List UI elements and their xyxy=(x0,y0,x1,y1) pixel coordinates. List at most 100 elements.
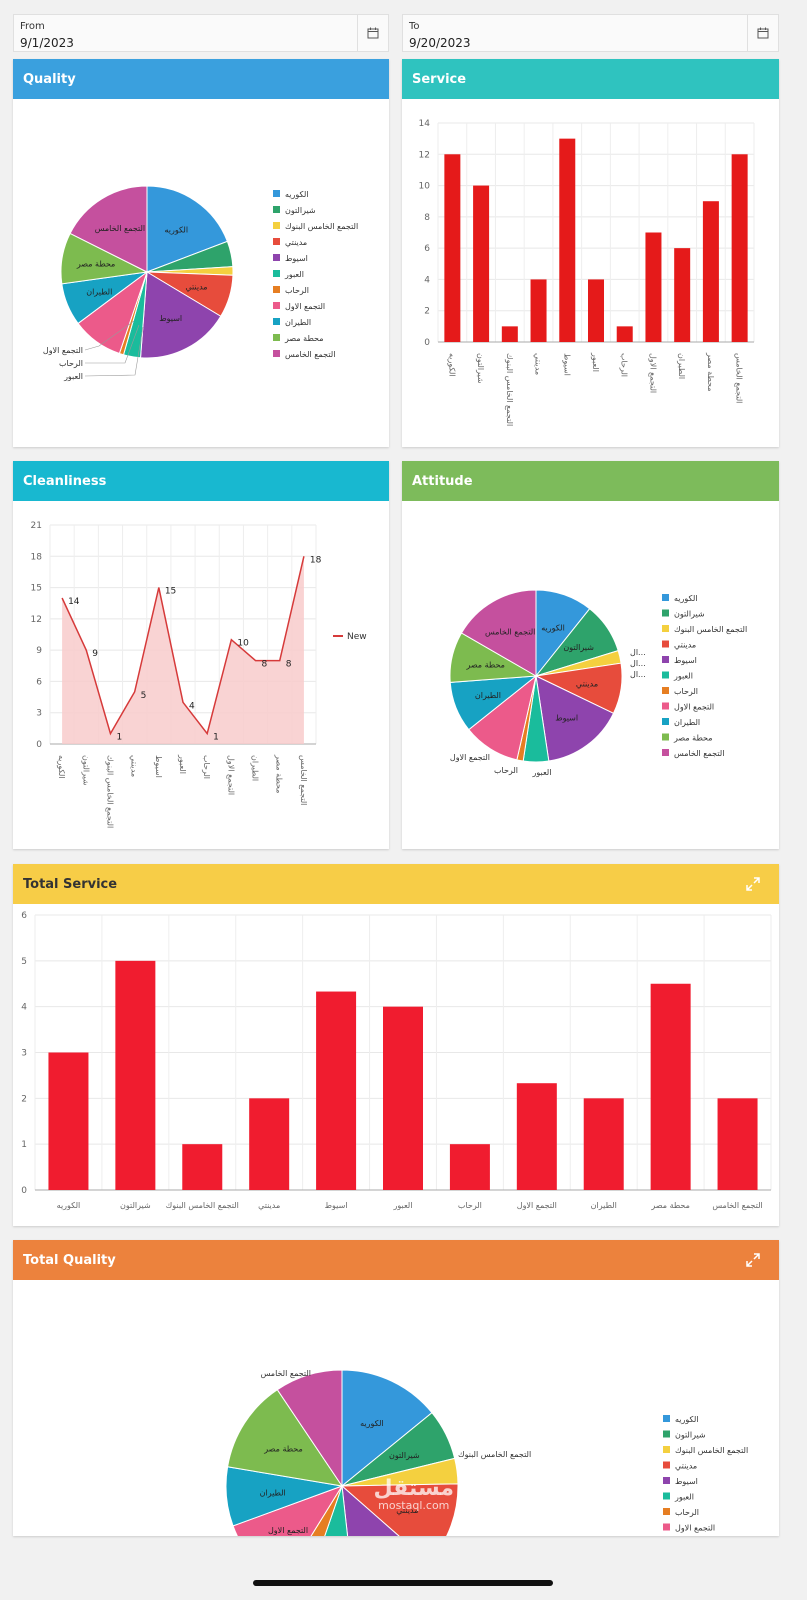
legend-item: مدينتي xyxy=(675,1462,697,1471)
legend-swatch xyxy=(663,1492,670,1500)
y-tick-label: 1 xyxy=(21,1140,27,1150)
card-title: Total Quality xyxy=(13,1240,779,1280)
x-tick-label: الطيران xyxy=(677,353,686,379)
bar xyxy=(249,1098,290,1190)
legend-item: التجمع الخامس البنوك xyxy=(674,625,747,634)
slice-label: الكوريه xyxy=(360,1419,384,1428)
x-tick-label: العبور xyxy=(178,754,187,774)
x-tick-label: مدينتي xyxy=(258,1201,280,1210)
x-tick-label: الكوريه xyxy=(57,1201,81,1210)
total-service-chart: 0 1 2 3 4 5 6 الكوريه شيرالتون التجمع الخامس البن… xyxy=(21,911,772,1210)
y-tick-label: 12 xyxy=(419,150,430,160)
y-tick-label: 0 xyxy=(21,1186,27,1196)
legend-swatch xyxy=(273,318,280,325)
legend-item: اسيوط xyxy=(675,1477,698,1486)
pie-slice xyxy=(341,1484,400,1536)
legend-item: مدينتي xyxy=(285,238,307,247)
data-label: 9 xyxy=(92,649,98,659)
calendar-icon[interactable] xyxy=(747,15,778,51)
legend-item: التجمع الخامس xyxy=(285,350,335,359)
y-tick-label: 0 xyxy=(36,740,42,750)
legend-item: التجمع الاول xyxy=(285,302,325,311)
legend-item: الطيران xyxy=(674,718,700,727)
pie-slice xyxy=(460,589,537,677)
x-tick-label: التجمع الخامس xyxy=(299,755,308,805)
service-chart: 0 2 4 6 8 10 12 14 الكوريه شيرالتون التجمع الخامس … xyxy=(419,119,755,426)
legend-item: الكوريه xyxy=(285,190,309,199)
slice-label: محطة مصر xyxy=(76,260,115,269)
legend-swatch xyxy=(662,656,669,663)
data-label: 8 xyxy=(286,660,292,670)
card-title-text: Total Service xyxy=(23,876,118,892)
legend-swatch xyxy=(663,1461,670,1469)
slice-label: مدينتي xyxy=(185,283,207,292)
y-tick-label: 5 xyxy=(21,957,27,967)
x-tick-label: محطة مصر xyxy=(275,754,284,793)
x-tick-label: التجمع الخامس xyxy=(735,353,744,403)
card-title: Cleanliness xyxy=(13,461,389,501)
x-tick-label: الطيران xyxy=(251,755,260,781)
x-tick-label: العبور xyxy=(591,352,600,372)
expand-icon[interactable] xyxy=(745,876,761,892)
pie-slice xyxy=(146,185,228,273)
slice-label: التجمع الخامس xyxy=(95,224,145,233)
quality-card: Quality الكوريه مدينتي اسيوط الطيران محطة مص… xyxy=(13,59,389,447)
bar xyxy=(444,154,461,342)
x-tick-label: الرحاب xyxy=(620,353,629,377)
slice-label: الكوريه xyxy=(541,623,565,632)
legend-swatch xyxy=(273,270,280,277)
attitude-chart: الكوريه شيرالتون مدينتي اسيوط الطيران محطة مص… xyxy=(449,589,747,777)
calendar-icon[interactable] xyxy=(357,15,388,51)
callout-line xyxy=(85,324,140,364)
quality-chart: الكوريه مدينتي اسيوط الطيران محطة مصر التجمع … xyxy=(43,185,358,381)
bar xyxy=(588,279,604,342)
y-tick-label: 4 xyxy=(424,275,430,285)
series-line xyxy=(61,556,305,736)
y-tick-label: 14 xyxy=(419,119,431,129)
x-tick-label: الرحاب xyxy=(202,755,211,779)
x-tick-label: شيرالتون xyxy=(120,1201,151,1210)
slice-callout: التجمع الخامس البنوك xyxy=(458,1450,531,1459)
x-tick-label: التجمع الاول xyxy=(648,353,657,393)
watermark-logo: مستقل mostaql.com xyxy=(373,1476,454,1512)
slice-callout: التجمع الخامس xyxy=(261,1369,311,1378)
legend-item: التجمع الاول xyxy=(674,703,714,712)
x-tick-label: مدينتي xyxy=(130,755,139,777)
to-date-field[interactable]: To 9/20/2023 xyxy=(402,14,779,52)
bar xyxy=(530,279,547,342)
slice-label: محطة مصر xyxy=(465,661,504,670)
legend-swatch xyxy=(663,1430,670,1438)
x-tick-label: محطة مصر xyxy=(650,1201,689,1210)
legend-item: مدينتي xyxy=(674,641,696,650)
legend-swatch xyxy=(663,1508,670,1515)
x-tick-label: اسيوط xyxy=(562,353,571,376)
pie-slice xyxy=(227,1389,344,1487)
total-quality-card: Total Quality الكوريه شيرالتون مدينتي اسيوط… xyxy=(13,1240,779,1536)
legend-item: محطة مصر xyxy=(284,334,323,343)
slice-label: مدينتي xyxy=(576,680,598,689)
card-title: Quality xyxy=(13,59,389,99)
bar xyxy=(674,248,691,342)
slice-label: محطة مصر xyxy=(263,1444,302,1453)
pie-slice xyxy=(276,1369,343,1488)
x-tick-label: الكوريه xyxy=(447,353,456,377)
pie-slice xyxy=(341,1369,433,1488)
legend-item: الرحاب xyxy=(675,1508,699,1517)
expand-icon[interactable] xyxy=(745,1252,761,1268)
pie-slice xyxy=(340,1483,459,1536)
area-fill xyxy=(62,556,304,744)
from-date-field[interactable]: From 9/1/2023 xyxy=(13,14,389,52)
legend-item: العبور xyxy=(674,1493,694,1502)
pie-slice xyxy=(535,675,615,762)
to-label: To xyxy=(409,21,420,32)
y-tick-label: 2 xyxy=(424,307,430,317)
legend-swatch xyxy=(663,1446,670,1453)
slice-callout: التجمع الاول xyxy=(450,753,490,762)
bar xyxy=(115,960,156,1190)
legend-swatch xyxy=(273,286,280,293)
legend-swatch xyxy=(662,671,669,679)
legend-overflow: ال... xyxy=(630,659,646,668)
home-indicator[interactable] xyxy=(253,1580,553,1586)
pie-slice xyxy=(69,185,148,273)
data-label: 15 xyxy=(165,587,176,597)
